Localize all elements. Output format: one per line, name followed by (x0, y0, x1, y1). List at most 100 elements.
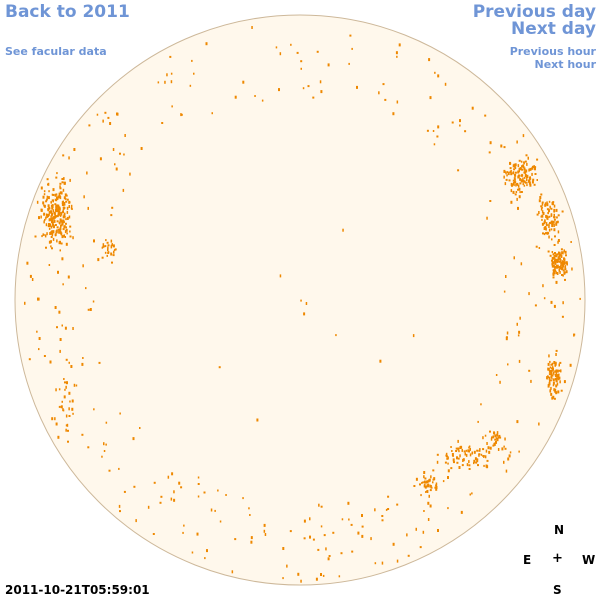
facula-spot (559, 257, 561, 260)
facula-spot (433, 477, 436, 481)
facula-spot (64, 388, 66, 391)
facula-spot (45, 246, 47, 249)
facula-spot (554, 378, 557, 380)
facula-spot (51, 233, 54, 236)
facula-spot (54, 224, 57, 226)
facula-spot (320, 573, 322, 576)
facula-spot (57, 195, 60, 199)
facula-spot (170, 497, 173, 501)
facula-spot (450, 467, 453, 470)
facula-spot (242, 80, 245, 84)
facula-spot (65, 218, 67, 221)
facula-spot (52, 199, 54, 203)
facula-spot (505, 178, 508, 181)
facula-spot (477, 464, 479, 467)
facula-spot (65, 200, 68, 203)
facula-spot (423, 510, 425, 512)
facula-spot (309, 535, 311, 539)
facula-spot (327, 63, 330, 67)
facula-spot (548, 209, 550, 213)
facula-spot (59, 227, 62, 231)
facula-spot (48, 264, 51, 266)
facula-spot (112, 148, 115, 151)
facula-spot (170, 80, 173, 84)
previous-hour-link[interactable]: Previous hour (509, 45, 596, 58)
facula-spot (52, 216, 54, 220)
facula-spot (68, 407, 70, 411)
facula-spot (46, 195, 49, 199)
facula-spot (59, 182, 62, 185)
facula-spot (544, 220, 546, 224)
facula-spot (553, 361, 556, 364)
facula-spot (65, 226, 67, 229)
facula-spot (203, 491, 206, 494)
facula-spot (159, 501, 162, 504)
facula-spot (387, 508, 390, 510)
facula-spot (50, 210, 53, 214)
facula-spot (73, 148, 76, 151)
facula-spot (547, 367, 549, 371)
facula-spot (516, 197, 518, 201)
facula-spot (552, 371, 555, 375)
facula-spot (249, 514, 251, 516)
facula-spot (571, 267, 573, 271)
facula-spot (510, 172, 513, 176)
facula-spot (106, 254, 108, 257)
facula-spot (99, 157, 102, 161)
facula-spot (61, 257, 64, 261)
facula-spot (139, 427, 141, 429)
facula-spot (171, 472, 174, 476)
facula-spot (541, 202, 544, 206)
facula-spot (555, 384, 558, 388)
facula-spot (544, 203, 547, 207)
facula-spot (110, 214, 113, 217)
facula-spot (532, 178, 535, 181)
facula-spot (73, 383, 76, 387)
facula-spot (542, 284, 544, 288)
facula-spot (62, 200, 64, 204)
facula-spot (60, 211, 62, 214)
facula-spot (558, 363, 560, 367)
facula-spot (60, 233, 62, 236)
facula-spot (557, 214, 560, 217)
facula-spot (424, 481, 427, 484)
facula-spot (490, 437, 493, 441)
facula-spot (419, 546, 422, 549)
back-to-year-link[interactable]: Back to 2011 (5, 2, 130, 22)
facula-spot (415, 527, 417, 531)
facula-spot (534, 304, 537, 307)
see-facular-data-link[interactable]: See facular data (5, 45, 107, 58)
previous-day-link[interactable]: Previous day (472, 2, 596, 22)
facula-spot (518, 167, 521, 170)
next-hour-link[interactable]: Next hour (534, 58, 597, 71)
facula-spot (50, 225, 53, 229)
facula-spot (36, 330, 38, 333)
facula-spot (484, 434, 487, 437)
facula-spot (70, 207, 73, 210)
facula-spot (503, 460, 505, 464)
facula-spot (495, 440, 497, 444)
facula-spot (551, 256, 554, 260)
facula-spot (135, 519, 137, 523)
facula-spot (564, 265, 567, 269)
facula-spot (552, 269, 555, 272)
facula-spot (342, 228, 344, 232)
facula-spot (42, 195, 45, 199)
facula-spot (57, 270, 59, 274)
facula-spot (42, 233, 44, 236)
facula-spot (507, 457, 510, 461)
facula-spot (105, 421, 108, 424)
facula-spot (55, 176, 58, 179)
next-day-link[interactable]: Next day (511, 19, 596, 39)
facula-spot (503, 290, 506, 293)
facula-spot (551, 259, 553, 262)
facula-spot (461, 448, 463, 452)
facula-spot (517, 170, 520, 174)
facula-spot (429, 96, 432, 100)
facula-spot (458, 450, 460, 453)
facula-spot (51, 221, 54, 225)
facula-spot (66, 216, 69, 220)
facula-spot (51, 212, 54, 216)
facula-spot (69, 201, 71, 204)
facula-spot (263, 529, 266, 533)
